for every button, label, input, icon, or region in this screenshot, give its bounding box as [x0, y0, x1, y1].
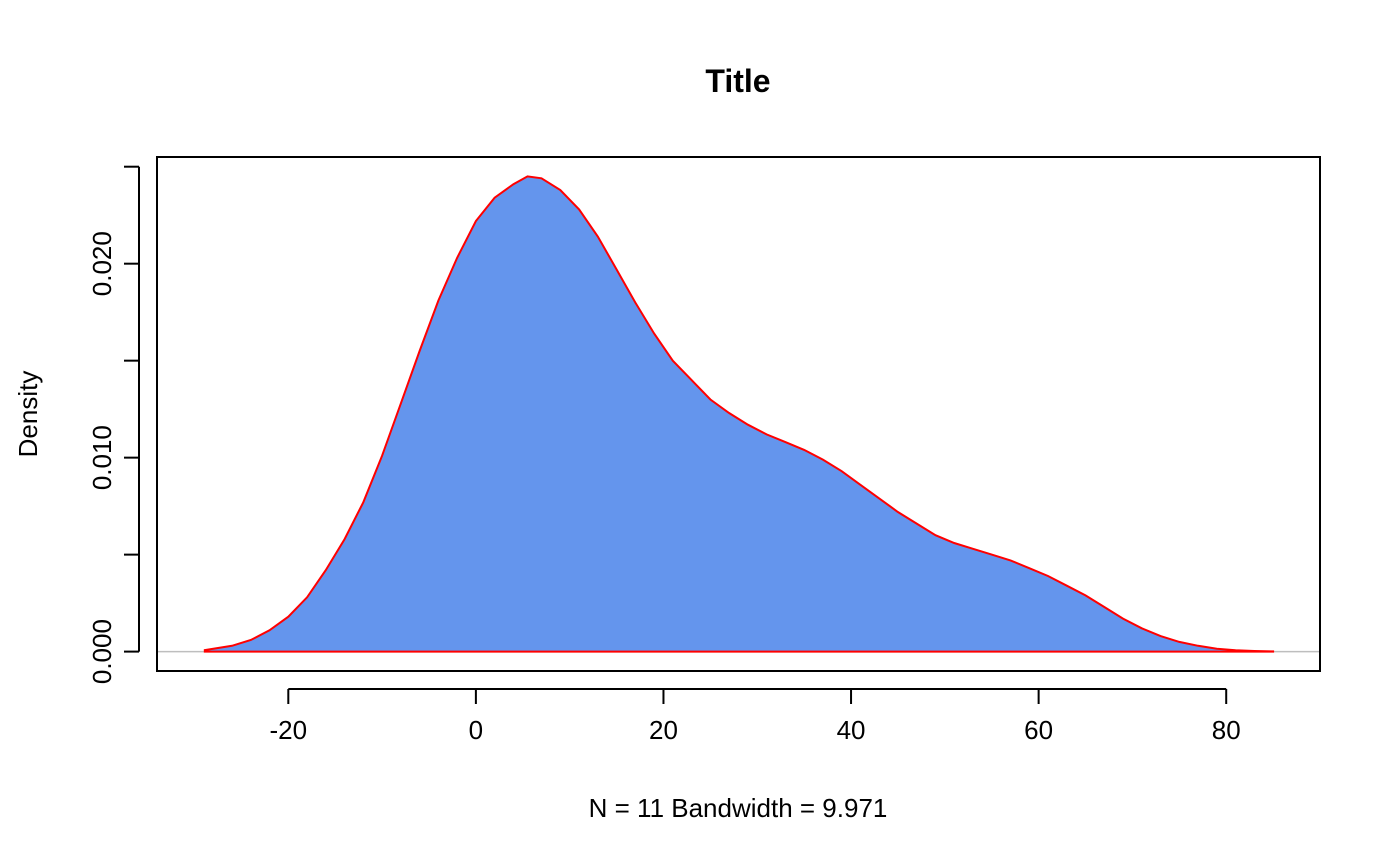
x-tick-label: 0	[469, 715, 483, 745]
y-tick-label: 0.020	[87, 231, 117, 296]
x-axis: -20 0 20 40 60 80	[270, 688, 1241, 745]
density-area-0	[203, 175, 1275, 653]
x-tick-label: 60	[1024, 715, 1053, 745]
y-tick-label: 0.000	[87, 619, 117, 684]
y-axis: 0.000 0.010 0.020	[87, 165, 140, 684]
plot-area	[157, 175, 1320, 653]
plot-frame	[156, 156, 1321, 672]
y-tick-label: 0.010	[87, 425, 117, 490]
y-axis-label: Density	[13, 371, 43, 458]
x-tick-label: 40	[837, 715, 866, 745]
x-axis-label: N = 11 Bandwidth = 9.971	[589, 793, 888, 823]
x-tick-label: 80	[1212, 715, 1241, 745]
chart-title: Title	[705, 63, 770, 99]
x-tick-label: -20	[270, 715, 308, 745]
x-tick-label: 20	[649, 715, 678, 745]
